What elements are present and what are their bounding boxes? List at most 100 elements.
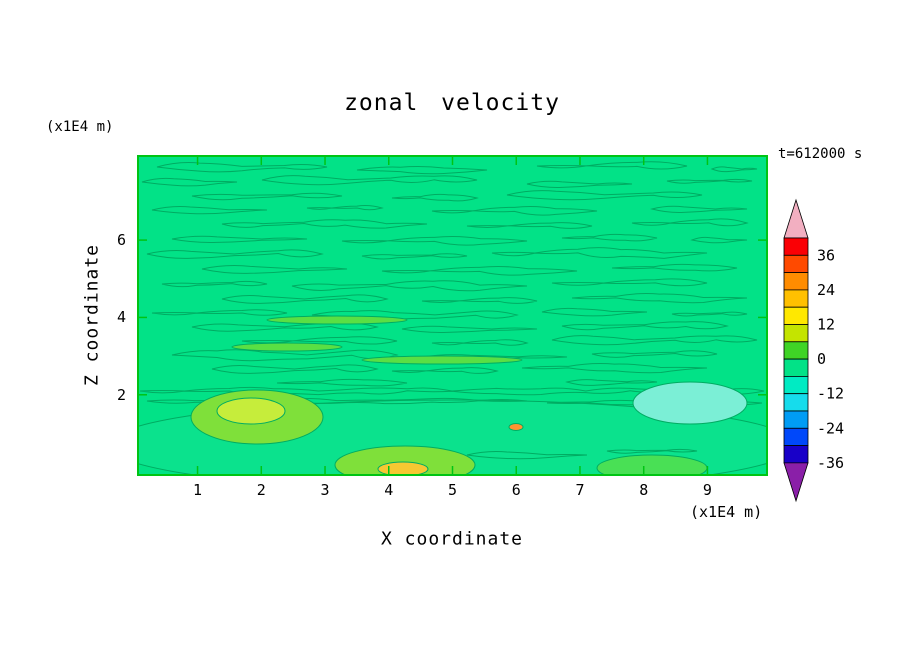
x-tick-label: 6	[511, 481, 521, 499]
contour-line	[291, 280, 528, 292]
colorbar-segment	[783, 410, 809, 429]
contour-line	[631, 218, 749, 227]
colorbar-under-arrow	[783, 462, 809, 503]
contour-line	[306, 205, 384, 211]
z-axis-unit-label: (x1E4 m)	[46, 119, 114, 135]
colorbar-segment	[783, 445, 809, 464]
colorbar-segment	[783, 324, 809, 343]
x-axis-unit-label: (x1E4 m)	[690, 503, 763, 521]
contour-line	[431, 206, 598, 216]
colorbar-label: -36	[817, 454, 844, 472]
contour-line	[606, 448, 698, 454]
contour-line	[541, 307, 648, 317]
colorbar-segment	[783, 375, 809, 395]
z-tick-label: 6	[116, 231, 126, 250]
colorbar: 36 24 12 0 -12 -24 -36	[783, 198, 844, 503]
contour-line	[139, 386, 765, 396]
contour-line	[391, 367, 499, 374]
contour-line	[431, 339, 529, 346]
colorbar-label: 24	[817, 281, 835, 299]
x-tick-label: 8	[639, 481, 649, 499]
contour-line	[381, 266, 578, 276]
contour-line	[710, 166, 758, 173]
contour-line	[491, 247, 708, 259]
contour-line	[151, 206, 268, 215]
contour-line	[341, 236, 528, 246]
colorbar-segment	[783, 393, 809, 412]
contour-line	[591, 350, 718, 358]
colorbar-label: 0	[817, 350, 826, 368]
x-tick-label: 5	[447, 481, 458, 499]
contour-line	[171, 235, 308, 243]
contour-line	[561, 233, 658, 242]
contour-line	[221, 219, 428, 229]
contour-line	[666, 178, 753, 184]
contour-fill-patch	[216, 397, 286, 425]
contour-line	[521, 363, 708, 374]
contour-line	[561, 321, 729, 331]
contour-line	[421, 297, 538, 304]
colorbar-segment	[783, 272, 809, 291]
contour-line	[356, 166, 488, 175]
x-tick-label: 9	[702, 481, 712, 499]
contour-line	[506, 190, 703, 201]
contour-line	[526, 180, 633, 188]
contour-line	[551, 278, 708, 287]
colorbar-label: 12	[817, 316, 835, 334]
time-annotation: t=612000 s	[778, 146, 863, 162]
z-axis-label: Z coordinate	[81, 243, 103, 387]
contour-line	[191, 192, 343, 201]
colorbar-label: -24	[817, 419, 844, 437]
colorbar-label: -12	[817, 385, 844, 403]
contour-line	[146, 249, 324, 259]
contour-line	[565, 379, 658, 386]
x-tick-label: 1	[193, 481, 203, 499]
z-tick-label: 4	[116, 308, 126, 327]
contour-line	[161, 280, 268, 288]
colorbar-segment	[783, 306, 809, 325]
contour-line	[211, 364, 379, 374]
x-tick-label: 4	[384, 481, 394, 499]
contour-line	[241, 336, 398, 345]
contour-line	[671, 311, 748, 317]
contour-line	[156, 162, 328, 173]
contour-line	[361, 253, 468, 260]
colorbar-segment	[783, 358, 809, 377]
contour-line	[551, 335, 758, 346]
contour-fill-patch	[334, 445, 476, 476]
x-axis-label: X coordinate	[380, 528, 524, 550]
plot-title: zonal velocity	[344, 90, 560, 116]
contour-line	[201, 265, 348, 274]
contour-fill-patch	[361, 355, 523, 365]
contour-fill-patch	[231, 342, 343, 352]
contour-line	[221, 294, 389, 304]
contour-line	[261, 175, 478, 186]
contour-line	[571, 293, 748, 304]
colorbar-label: 36	[817, 246, 835, 264]
contour-line	[690, 236, 748, 244]
contour-line	[466, 222, 593, 229]
x-tick-label: 3	[320, 481, 330, 499]
contour-line	[276, 378, 408, 387]
contour-line	[536, 161, 688, 170]
contour-line	[611, 263, 738, 272]
contour-line	[141, 177, 238, 187]
contour-fill-patch	[508, 423, 524, 431]
x-tick-label: 7	[575, 481, 585, 499]
contour-fill-patch	[266, 315, 408, 325]
contour-line	[546, 399, 763, 407]
colorbar-segment	[783, 341, 809, 360]
colorbar-segment	[783, 427, 809, 447]
colorbar-over-arrow	[783, 198, 809, 239]
z-tick-label: 2	[116, 385, 126, 404]
contour-fill-patch	[377, 461, 429, 476]
contour-plot-canvas	[137, 155, 768, 476]
contour-line	[191, 322, 379, 332]
contour-line	[391, 193, 479, 202]
contour-line	[401, 325, 538, 333]
x-tick-label: 2	[256, 481, 266, 499]
colorbar-segment	[783, 289, 809, 308]
contour-fill-patch	[632, 381, 748, 425]
plot-frame	[137, 155, 768, 476]
